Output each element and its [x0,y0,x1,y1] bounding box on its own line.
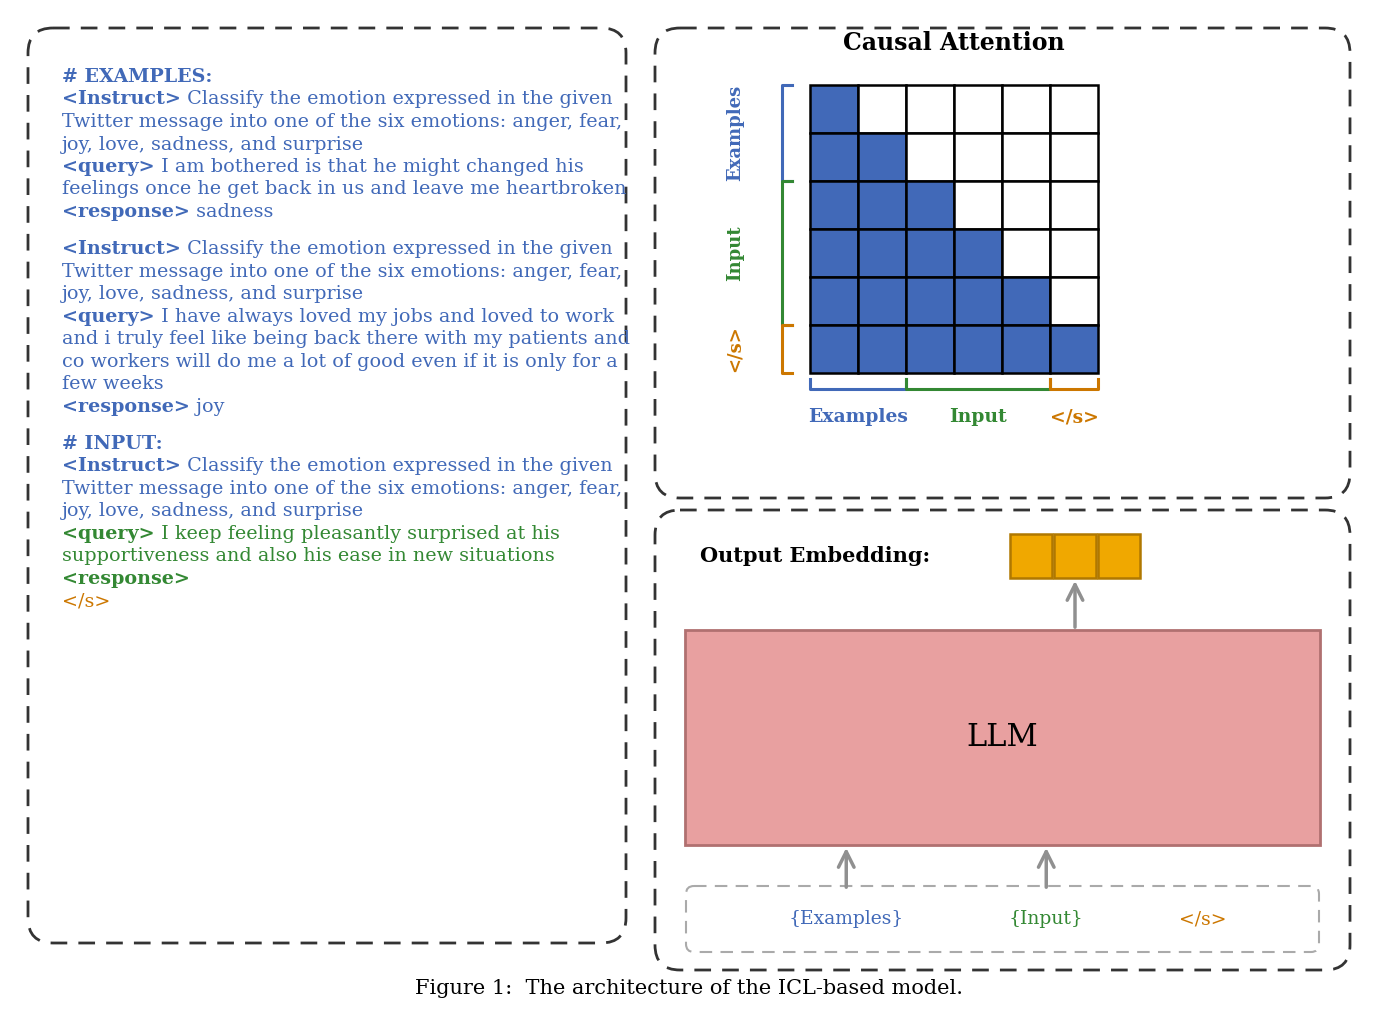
Bar [1098,535,1140,578]
Text: Twitter message into one of the six emotions: anger, fear,: Twitter message into one of the six emot… [62,479,621,498]
Bar [1010,535,1051,578]
Bar [858,133,905,181]
Bar [905,277,954,325]
Text: supportiveness and also his ease in new situations: supportiveness and also his ease in new … [62,547,555,565]
Text: # EXAMPLES:: # EXAMPLES: [62,68,212,86]
Bar [1050,85,1098,133]
Text: </s>: </s> [726,326,744,372]
Bar [905,325,954,373]
Text: Figure 1:  The architecture of the ICL-based model.: Figure 1: The architecture of the ICL-ba… [415,978,963,997]
Bar [810,85,858,133]
Bar [810,325,858,373]
Bar [905,229,954,277]
Text: co workers will do me a lot of good even if it is only for a: co workers will do me a lot of good even… [62,353,617,371]
Bar [685,630,1320,845]
Text: joy, love, sadness, and surprise: joy, love, sadness, and surprise [62,136,364,153]
FancyBboxPatch shape [686,886,1319,953]
Bar [1050,181,1098,229]
Bar [905,85,954,133]
Text: Causal Attention: Causal Attention [843,31,1065,55]
Text: </s>: </s> [1050,408,1098,426]
Text: few weeks: few weeks [62,375,164,393]
Bar [1002,85,1050,133]
Bar [1054,535,1096,578]
Bar [858,181,905,229]
Text: </s>: </s> [62,593,110,610]
Text: I keep feeling pleasantly surprised at his: I keep feeling pleasantly surprised at h… [154,524,559,543]
Text: </s>: </s> [1178,910,1226,928]
Text: Classify the emotion expressed in the given: Classify the emotion expressed in the gi… [181,91,612,108]
FancyBboxPatch shape [655,28,1350,498]
Bar [954,277,1002,325]
Bar [810,229,858,277]
Bar [1002,229,1050,277]
FancyBboxPatch shape [28,28,626,943]
Text: Input: Input [949,408,1007,426]
Text: Twitter message into one of the six emotions: anger, fear,: Twitter message into one of the six emot… [62,113,621,131]
Text: <query>: <query> [62,524,154,543]
Bar [905,133,954,181]
Bar [1050,229,1098,277]
Bar [954,229,1002,277]
Text: <response>: <response> [62,569,190,588]
Bar [1002,181,1050,229]
Text: # INPUT:: # INPUT: [62,434,163,453]
Bar [858,85,905,133]
Bar [954,325,1002,373]
Bar [1002,133,1050,181]
Text: Examples: Examples [726,85,744,181]
Text: feelings once he get back in us and leave me heartbroken: feelings once he get back in us and leav… [62,181,627,198]
Text: sadness: sadness [190,203,273,221]
Text: LLM: LLM [967,722,1038,753]
Text: joy, love, sadness, and surprise: joy, love, sadness, and surprise [62,285,364,304]
Bar [905,181,954,229]
Text: and i truly feel like being back there with my patients and: and i truly feel like being back there w… [62,330,630,349]
Bar [810,277,858,325]
Text: {Examples}: {Examples} [788,910,904,928]
Bar [810,181,858,229]
Bar [954,85,1002,133]
Text: I have always loved my jobs and loved to work: I have always loved my jobs and loved to… [154,308,613,326]
Bar [858,229,905,277]
Text: <Instruct>: <Instruct> [62,457,181,475]
Bar [1002,325,1050,373]
Bar [1050,325,1098,373]
Bar [1050,277,1098,325]
Text: Twitter message into one of the six emotions: anger, fear,: Twitter message into one of the six emot… [62,263,621,281]
Text: Classify the emotion expressed in the given: Classify the emotion expressed in the gi… [181,240,612,259]
Text: Examples: Examples [808,408,908,426]
Bar [954,133,1002,181]
Text: Output Embedding:: Output Embedding: [700,546,930,566]
Bar [1050,133,1098,181]
Bar [954,181,1002,229]
Text: Input: Input [726,225,744,281]
Text: joy: joy [190,398,225,416]
Bar [1002,277,1050,325]
Text: I am bothered is that he might changed his: I am bothered is that he might changed h… [154,158,583,176]
Text: <Instruct>: <Instruct> [62,91,181,108]
Bar [858,325,905,373]
Bar [810,133,858,181]
Text: <response>: <response> [62,203,190,221]
Text: <query>: <query> [62,158,154,176]
Bar [858,277,905,325]
Text: joy, love, sadness, and surprise: joy, love, sadness, and surprise [62,502,364,520]
Text: <query>: <query> [62,308,154,326]
Text: {Input}: {Input} [1009,910,1083,928]
Text: Classify the emotion expressed in the given: Classify the emotion expressed in the gi… [181,457,612,475]
FancyBboxPatch shape [655,510,1350,970]
Text: <Instruct>: <Instruct> [62,240,181,259]
Text: <response>: <response> [62,398,190,416]
